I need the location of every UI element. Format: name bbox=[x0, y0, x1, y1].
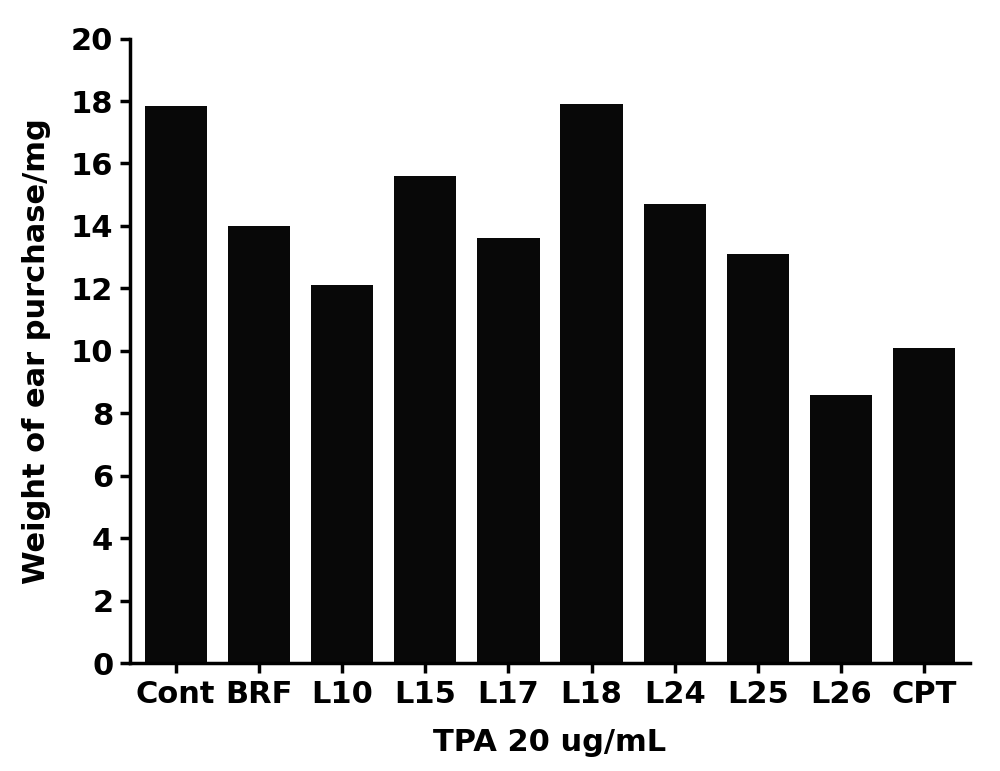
Bar bbox=[893, 348, 955, 663]
Bar bbox=[644, 204, 706, 663]
Bar bbox=[477, 238, 540, 663]
Bar bbox=[727, 254, 789, 663]
Bar bbox=[228, 226, 290, 663]
Y-axis label: Weight of ear purchase/mg: Weight of ear purchase/mg bbox=[22, 118, 51, 584]
Bar bbox=[311, 285, 373, 663]
X-axis label: TPA 20 ug/mL: TPA 20 ug/mL bbox=[433, 728, 667, 757]
Bar bbox=[145, 106, 207, 663]
Bar bbox=[560, 104, 623, 663]
Bar bbox=[394, 176, 456, 663]
Bar bbox=[810, 395, 872, 663]
